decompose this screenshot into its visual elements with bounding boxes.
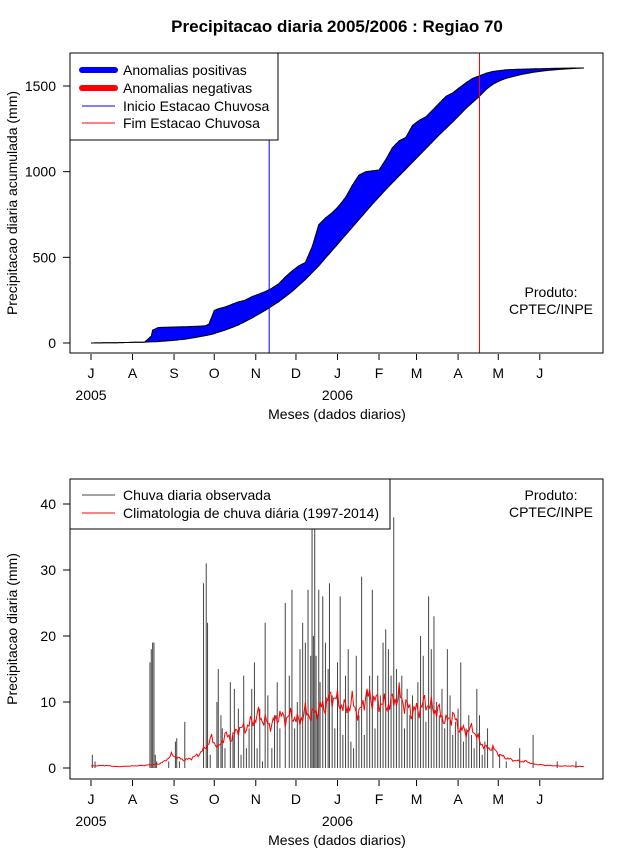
chart-title: Precipitacao diaria 2005/2006 : Regiao 7… [171, 17, 503, 36]
x-axis-title: Meses (dados diarios) [268, 832, 406, 848]
legend-label-positive: Anomalias positivas [123, 62, 247, 78]
x-tick-label: J [536, 791, 543, 807]
y-axis-title: Precipitacao diaria acumulada (mm) [4, 91, 20, 315]
y-tick-label: 0 [48, 335, 56, 351]
legend-label-observed: Chuva diaria observada [123, 487, 271, 503]
y-tick-label: 20 [40, 628, 56, 644]
x-tick-label: N [251, 791, 261, 807]
anomaly-area-layer [91, 67, 585, 344]
climatology-line [90, 683, 585, 768]
x-tick-label: M [492, 791, 504, 807]
axis-ticks: J A S O N D J F M A M J 2005 2006 0 500 1000 1500 [25, 78, 543, 403]
cumulative-chart: J A S O N D J F M A M J 2005 2006 0 500 1000 1500 Anomali… [4, 52, 604, 422]
x-tick-label: F [375, 791, 384, 807]
year-label: 2005 [75, 387, 106, 403]
x-tick-label: O [209, 365, 220, 381]
x-tick-label: J [536, 365, 543, 381]
plot-frame [69, 52, 604, 354]
legend-box: Anomalias positivas Anomalias negativas … [69, 52, 279, 141]
y-tick-label: 40 [40, 496, 56, 512]
x-tick-label: S [169, 791, 178, 807]
climatology-cumulative-line [91, 67, 585, 344]
y-tick-label: 30 [40, 562, 56, 578]
legend-label-negative: Anomalias negativas [123, 80, 252, 96]
year-label: 2005 [75, 813, 106, 829]
y-tick-label: 500 [33, 249, 57, 265]
x-tick-label: J [334, 365, 341, 381]
x-tick-label: S [169, 365, 178, 381]
x-tick-label: M [411, 791, 423, 807]
legend-label-climatology: Climatologia de chuva diária (1997-2014) [123, 505, 379, 521]
y-tick-label: 0 [48, 760, 56, 776]
x-tick-label: A [128, 791, 138, 807]
x-axis-title: Meses (dados diarios) [268, 406, 406, 422]
year-label: 2006 [322, 813, 353, 829]
product-label: Produto: [525, 284, 578, 300]
x-tick-label: J [88, 791, 95, 807]
x-tick-label: D [291, 365, 301, 381]
x-tick-label: M [492, 365, 504, 381]
legend-label-end: Fim Estacao Chuvosa [123, 115, 260, 131]
x-tick-label: A [453, 791, 463, 807]
x-tick-label: A [453, 365, 463, 381]
axis-ticks: J A S O N D J F M A M J 2005 2006 0 10 20 30 40 [40, 496, 543, 829]
observed-cumulative-line [91, 67, 584, 344]
x-tick-label: O [209, 791, 220, 807]
legend-label-onset: Inicio Estacao Chuvosa [123, 98, 270, 114]
x-tick-label: A [128, 365, 138, 381]
x-tick-label: N [251, 365, 261, 381]
year-label: 2006 [322, 387, 353, 403]
x-tick-label: F [375, 365, 384, 381]
legend-box: Chuva diaria observada Climatologia de c… [69, 478, 391, 530]
x-tick-label: M [411, 365, 423, 381]
x-tick-label: J [334, 791, 341, 807]
y-tick-label: 1500 [25, 78, 56, 94]
y-tick-label: 10 [40, 694, 56, 710]
product-label: Produto: [525, 487, 578, 503]
x-tick-label: J [88, 365, 95, 381]
y-axis-title: Precipitacao diaria (mm) [4, 553, 20, 705]
product-source: CPTEC/INPE [509, 301, 593, 317]
daily-rain-chart: J A S O N D J F M A M J 2005 2006 0 10 20 30 40 Chuva diar… [4, 478, 604, 848]
product-source: CPTEC/INPE [509, 504, 593, 520]
y-tick-label: 1000 [25, 164, 56, 180]
x-tick-label: D [291, 791, 301, 807]
